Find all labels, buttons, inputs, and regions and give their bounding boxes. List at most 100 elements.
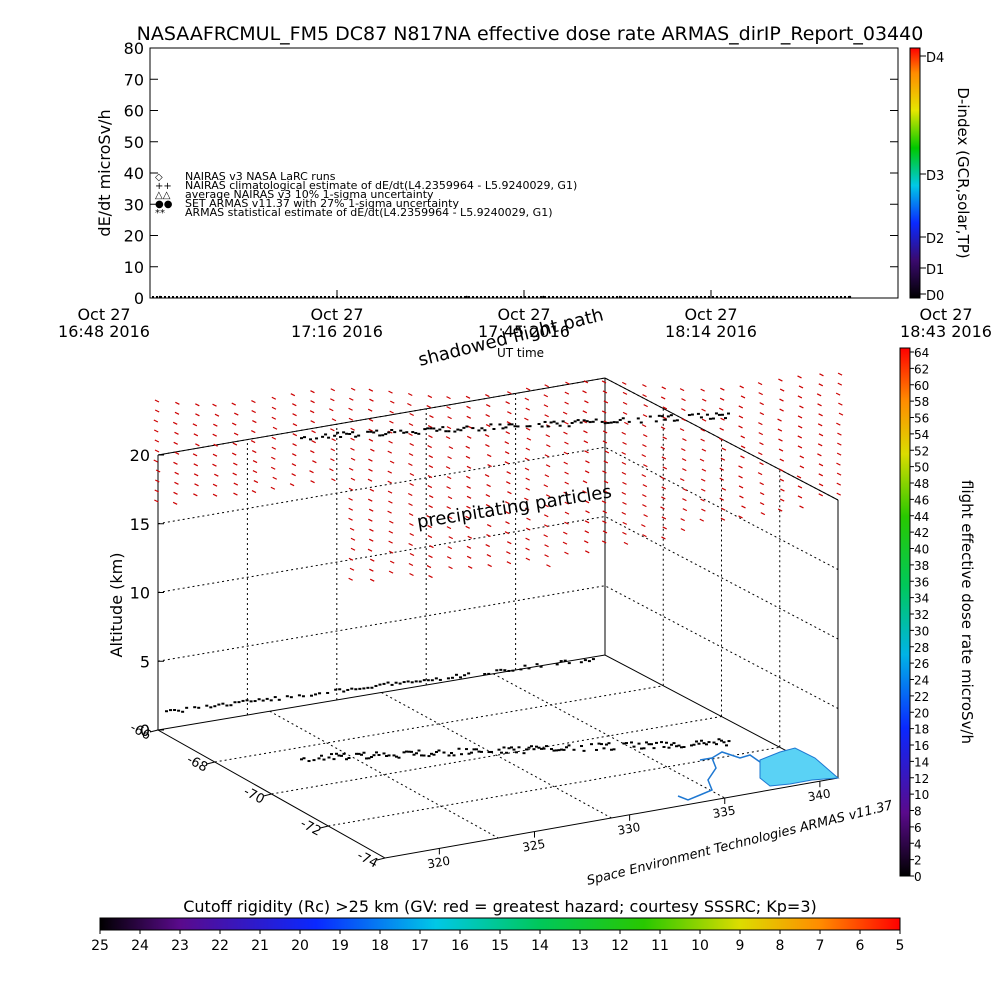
- legend-label: NAIRAS climatological estimate of dE/dt(…: [185, 179, 577, 192]
- particle-mark: [154, 409, 160, 413]
- particle-mark: [154, 499, 159, 503]
- particle-mark: [778, 448, 784, 452]
- particle-mark: [622, 381, 627, 385]
- particle-mark: [506, 421, 512, 425]
- particle-mark: [525, 527, 531, 531]
- particle-mark: [446, 476, 452, 480]
- top-y-tick-label: 30: [124, 195, 144, 214]
- particle-mark: [465, 395, 471, 399]
- grid-line: [493, 673, 725, 799]
- particle-mark: [719, 427, 724, 431]
- particle-mark: [292, 443, 297, 447]
- particle-mark: [389, 560, 395, 564]
- particle-mark: [738, 485, 744, 489]
- particle-mark: [584, 450, 589, 454]
- particle-mark: [427, 475, 433, 479]
- particle-mark: [524, 507, 530, 511]
- cutoff-rigidity-tick-label: 15: [491, 938, 509, 954]
- particle-mark: [759, 402, 764, 406]
- particle-mark: [721, 447, 727, 451]
- particle-mark: [817, 423, 823, 427]
- legend-symbol: ●●: [155, 199, 173, 210]
- particle-mark: [544, 504, 549, 508]
- cutoff-rigidity-label: Cutoff rigidity (Rc) >25 km (GV: red = g…: [183, 897, 817, 916]
- particle-mark: [387, 470, 393, 474]
- particle-mark: [584, 530, 590, 534]
- d-index-tick-label: D4: [926, 51, 944, 66]
- particle-mark: [719, 497, 724, 501]
- particle-mark: [348, 407, 353, 411]
- latitude-axis: -66-68-70-72-74: [127, 720, 386, 872]
- particle-mark: [408, 502, 413, 507]
- particle-mark: [348, 557, 354, 561]
- particle-mark: [777, 418, 782, 422]
- particle-mark: [370, 558, 375, 562]
- dose-rate-tick-label: 2: [914, 854, 922, 868]
- legend-symbol: △△: [155, 190, 171, 201]
- particle-mark: [212, 433, 217, 437]
- particle-mark: [292, 403, 297, 407]
- coastline: [677, 751, 761, 801]
- particle-mark: [837, 372, 843, 376]
- particle-mark: [271, 456, 276, 460]
- particle-mark: [270, 486, 276, 490]
- particle-mark: [583, 380, 589, 384]
- particle-mark: [447, 516, 453, 520]
- particle-mark: [564, 481, 569, 485]
- particle-mark: [584, 520, 590, 524]
- particle-mark: [837, 442, 842, 446]
- particle-mark: [584, 500, 590, 504]
- particle-mark: [642, 444, 647, 448]
- particle-mark: [291, 453, 297, 457]
- particle-mark: [836, 452, 842, 456]
- particle-mark: [544, 474, 550, 478]
- particle-mark: [700, 478, 706, 482]
- altitude-tick-label: 10: [130, 584, 150, 603]
- particle-mark: [700, 438, 705, 442]
- dose-rate-tick-label: 30: [914, 624, 929, 638]
- particle-mark: [409, 412, 414, 417]
- particle-mark: [484, 474, 490, 478]
- particle-mark: [602, 520, 607, 524]
- particle-mark: [622, 531, 627, 535]
- particle-mark: [289, 483, 295, 487]
- particle-mark: [526, 437, 532, 441]
- particle-mark: [348, 507, 354, 511]
- particle-mark: [448, 566, 453, 570]
- particle-mark: [643, 514, 648, 518]
- dose-rate-tick-label: 52: [914, 444, 929, 458]
- particle-mark: [466, 405, 471, 409]
- particle-mark: [466, 465, 472, 469]
- particle-mark: [272, 426, 278, 430]
- particle-mark: [562, 411, 568, 415]
- particle-mark: [564, 511, 570, 515]
- top-x-tick-time: 16:48 2016: [58, 322, 150, 341]
- particle-mark: [543, 394, 549, 398]
- particle-mark: [388, 570, 394, 574]
- particle-mark: [505, 481, 511, 485]
- particle-mark: [173, 491, 178, 495]
- credit-text: Space Environment Technologies ARMAS v11…: [585, 798, 895, 889]
- particle-mark: [310, 420, 315, 424]
- particle-mark: [601, 410, 607, 414]
- particle-mark: [641, 454, 647, 458]
- particle-mark: [153, 419, 159, 423]
- particle-mark: [409, 482, 414, 487]
- particle-mark: [233, 482, 239, 486]
- particle-mark: [505, 431, 511, 435]
- particle-mark: [234, 412, 239, 416]
- particle-mark: [467, 565, 473, 569]
- particle-mark: [718, 437, 724, 441]
- grid-line: [157, 585, 839, 709]
- cutoff-rigidity-tick-label: 8: [776, 938, 785, 954]
- top-x-tick-date: Oct 27: [77, 305, 130, 324]
- particle-mark: [701, 408, 706, 412]
- particle-mark: [446, 396, 451, 400]
- particle-mark: [233, 462, 238, 466]
- particle-mark: [738, 415, 744, 419]
- particle-mark: [486, 534, 491, 538]
- particle-mark: [174, 451, 180, 455]
- top-x-tick-date: Oct 27: [684, 305, 737, 324]
- particle-mark: [720, 417, 725, 421]
